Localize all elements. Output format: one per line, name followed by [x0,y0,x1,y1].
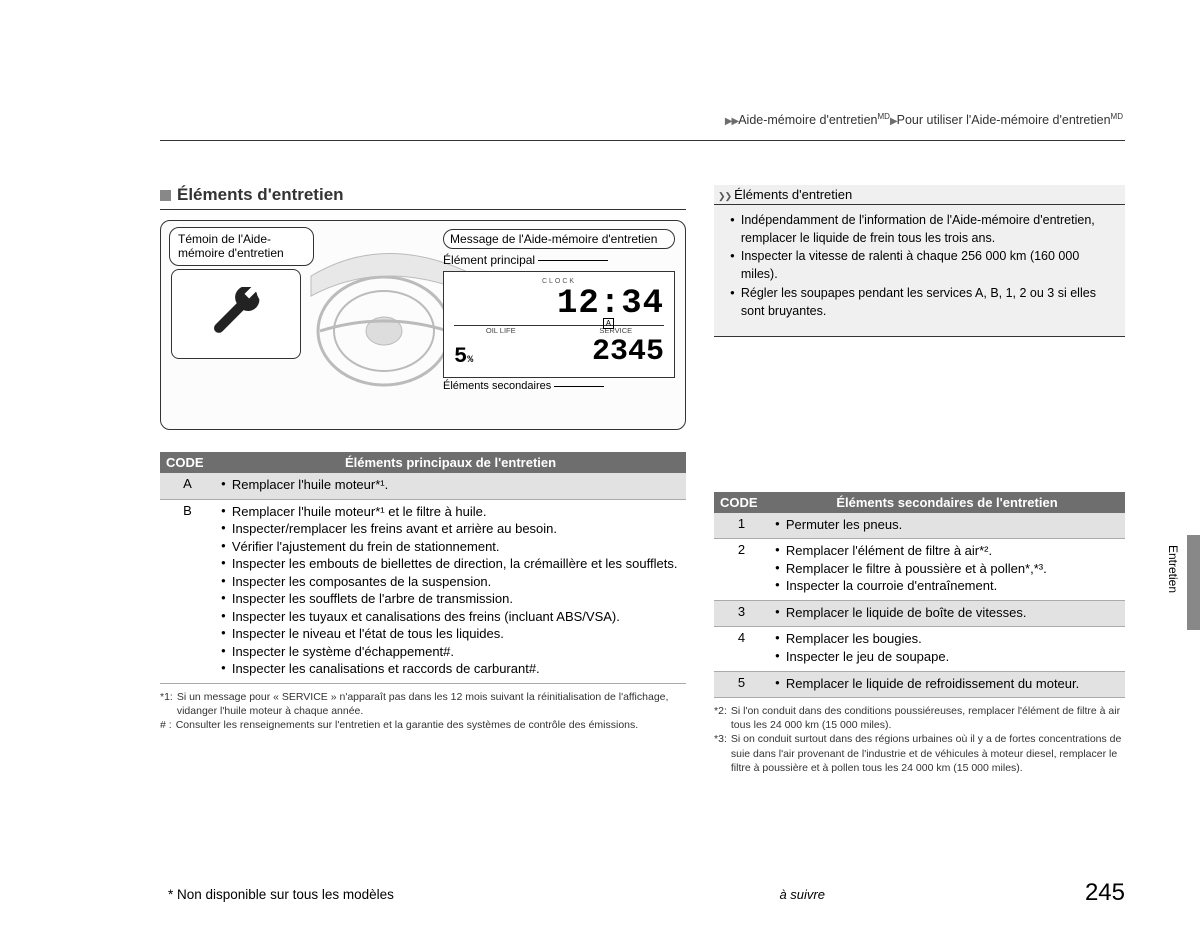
main-maintenance-table: CODE Éléments principaux de l'entretien … [160,452,686,684]
wrench-indicator [171,269,301,359]
list-item: Inspecter les composantes de la suspensi… [221,573,680,591]
oil-label: OIL LIFE [486,326,516,335]
list-item: Inspecter/remplacer les freins avant et … [221,520,680,538]
items-cell: Permuter les pneus. [769,513,1125,539]
clock-value: 12:34 [454,285,664,326]
breadcrumb-sup2: MD [1111,112,1123,121]
code-cell: A [160,473,215,499]
info-marker-icon: ❯❯ [718,191,731,201]
oil-pct: % [467,355,473,366]
list-item: Inspecter les canalisations et raccords … [221,660,680,678]
side-tab [1187,535,1200,630]
clock-label: CLOCK [454,278,664,285]
list-item: Inspecter les embouts de biellettes de d… [221,555,680,573]
table-row: B Remplacer l'huile moteur*¹ et le filtre… [160,499,686,683]
display-group: Message de l'Aide-mémoire d'entretien Él… [443,229,675,392]
footnote-row: # :Consulter les renseignements sur l'en… [160,718,686,732]
items-cell: Remplacer l'élément de filtre à air*².Re… [769,539,1125,601]
page: ▶▶Aide-mémoire d'entretienMD▶Pour utilis… [160,115,1125,847]
footnote-row: *2:Si l'on conduit dans des conditions p… [714,704,1125,732]
info-item: Régler les soupapes pendant les services… [730,284,1115,320]
breadcrumb-sup: MD [877,112,889,121]
code-cell: 2 [714,539,769,601]
instrument-display: CLOCK 12:34 OIL LIFESERVICE 5% 2345 A [443,271,675,378]
right-column: ❯❯Éléments d'entretien Indépendamment de… [714,185,1125,775]
footnote-row: *1:Si un message pour « SERVICE » n'appa… [160,690,686,718]
table-row: 1 Permuter les pneus. [714,513,1125,539]
service-value: 2345 [592,335,664,369]
table-row: 2Remplacer l'élément de filtre à air*².R… [714,539,1125,601]
code-cell: 4 [714,627,769,671]
breadcrumb-marker2: ▶ [890,116,897,127]
table-row: 4Remplacer les bougies.Inspecter le jeu … [714,627,1125,671]
footnotes-left: *1:Si un message pour « SERVICE » n'appa… [160,690,686,733]
items-cell: Remplacer le liquide de refroidissement … [769,671,1125,698]
oil-value: 5 [454,344,467,369]
page-number: 245 [1085,879,1125,907]
secondary-maintenance-table: CODE Éléments secondaires de l'entretien… [714,492,1125,698]
list-item: Inspecter le niveau et l'état de tous le… [221,625,680,643]
list-item: Remplacer l'huile moteur*¹ et le filtre … [221,503,680,521]
list-item: Remplacer les bougies. [775,630,1119,648]
list-item: Inspecter les soufflets de l'arbre de tr… [221,590,680,608]
section-bullet-icon [160,190,171,201]
list-item: Inspecter le jeu de soupape. [775,648,1119,666]
list-item: Remplacer le liquide de boîte de vitesse… [775,604,1119,622]
items-cell: Remplacer l'huile moteur*¹ et le filtre … [215,499,686,683]
footnote-row: *3:Si on conduit surtout dans des région… [714,732,1125,775]
code-cell: 3 [714,600,769,627]
table-row: 5 Remplacer le liquide de refroidissement… [714,671,1125,698]
breadcrumb-part1: Aide-mémoire d'entretien [738,113,877,127]
list-item: Remplacer l'élément de filtre à air*². [775,542,1119,560]
left-column: Éléments d'entretien Témoin de l'Aide-mé… [160,185,686,775]
table-row: A Remplacer l'huile moteur*¹. [160,473,686,499]
th-code-sec: CODE [714,492,769,513]
th-items: Éléments principaux de l'entretien [215,452,686,473]
breadcrumb-part2: Pour utiliser l'Aide-mémoire d'entretien [897,113,1111,127]
callout-message: Message de l'Aide-mémoire d'entretien [443,229,675,249]
breadcrumb: ▶▶Aide-mémoire d'entretienMD▶Pour utilis… [725,112,1123,127]
th-code: CODE [160,452,215,473]
list-item: Inspecter le système d'échappement#. [221,643,680,661]
section-title: Éléments d'entretien [160,185,686,210]
breadcrumb-marker: ▶▶ [725,116,738,127]
list-item: Inspecter les tuyaux et canalisations de… [221,608,680,626]
list-item: Remplacer l'huile moteur*¹. [221,476,680,494]
items-cell: Remplacer le liquide de boîte de vitesse… [769,600,1125,627]
side-tab-label: Entretien [1166,545,1180,593]
list-item: Permuter les pneus. [775,516,1119,534]
columns: Éléments d'entretien Témoin de l'Aide-mé… [160,185,1125,775]
label-secondary: Éléments secondaires [443,380,675,392]
service-badge: A [603,318,614,329]
items-cell: Remplacer les bougies.Inspecter le jeu d… [769,627,1125,671]
list-item: Vérifier l'ajustement du frein de statio… [221,538,680,556]
footnotes-right: *2:Si l'on conduit dans des conditions p… [714,704,1125,775]
label-main: Élément principal [443,253,675,267]
code-cell: 5 [714,671,769,698]
section-title-text: Éléments d'entretien [177,185,344,205]
info-item: Indépendamment de l'information de l'Aid… [730,211,1115,247]
list-item: Remplacer le liquide de refroidissement … [775,675,1119,693]
footnote-availability: * Non disponible sur tous les modèles [168,887,394,902]
callout-witness: Témoin de l'Aide-mémoire d'entretien [169,227,314,266]
items-cell: Remplacer l'huile moteur*¹. [215,473,686,499]
list-item: Inspecter la courroie d'entraînement. [775,577,1119,595]
wrench-icon [209,287,264,342]
table-row: 3 Remplacer le liquide de boîte de vitess… [714,600,1125,627]
list-item: Remplacer le filtre à poussière et à pol… [775,560,1119,578]
code-cell: B [160,499,215,683]
info-box: ❯❯Éléments d'entretien Indépendamment de… [714,185,1125,337]
continue-label: à suivre [779,887,825,902]
info-item: Inspecter la vitesse de ralenti à chaque… [730,247,1115,283]
divider [160,140,1125,141]
code-cell: 1 [714,513,769,539]
diagram-box: Témoin de l'Aide-mémoire d'entretien Mes… [160,220,686,430]
info-title: ❯❯Éléments d'entretien [714,185,1125,205]
info-list: Indépendamment de l'information de l'Aid… [730,211,1115,320]
steering-illustration [306,241,466,391]
th-items-sec: Éléments secondaires de l'entretien [769,492,1125,513]
